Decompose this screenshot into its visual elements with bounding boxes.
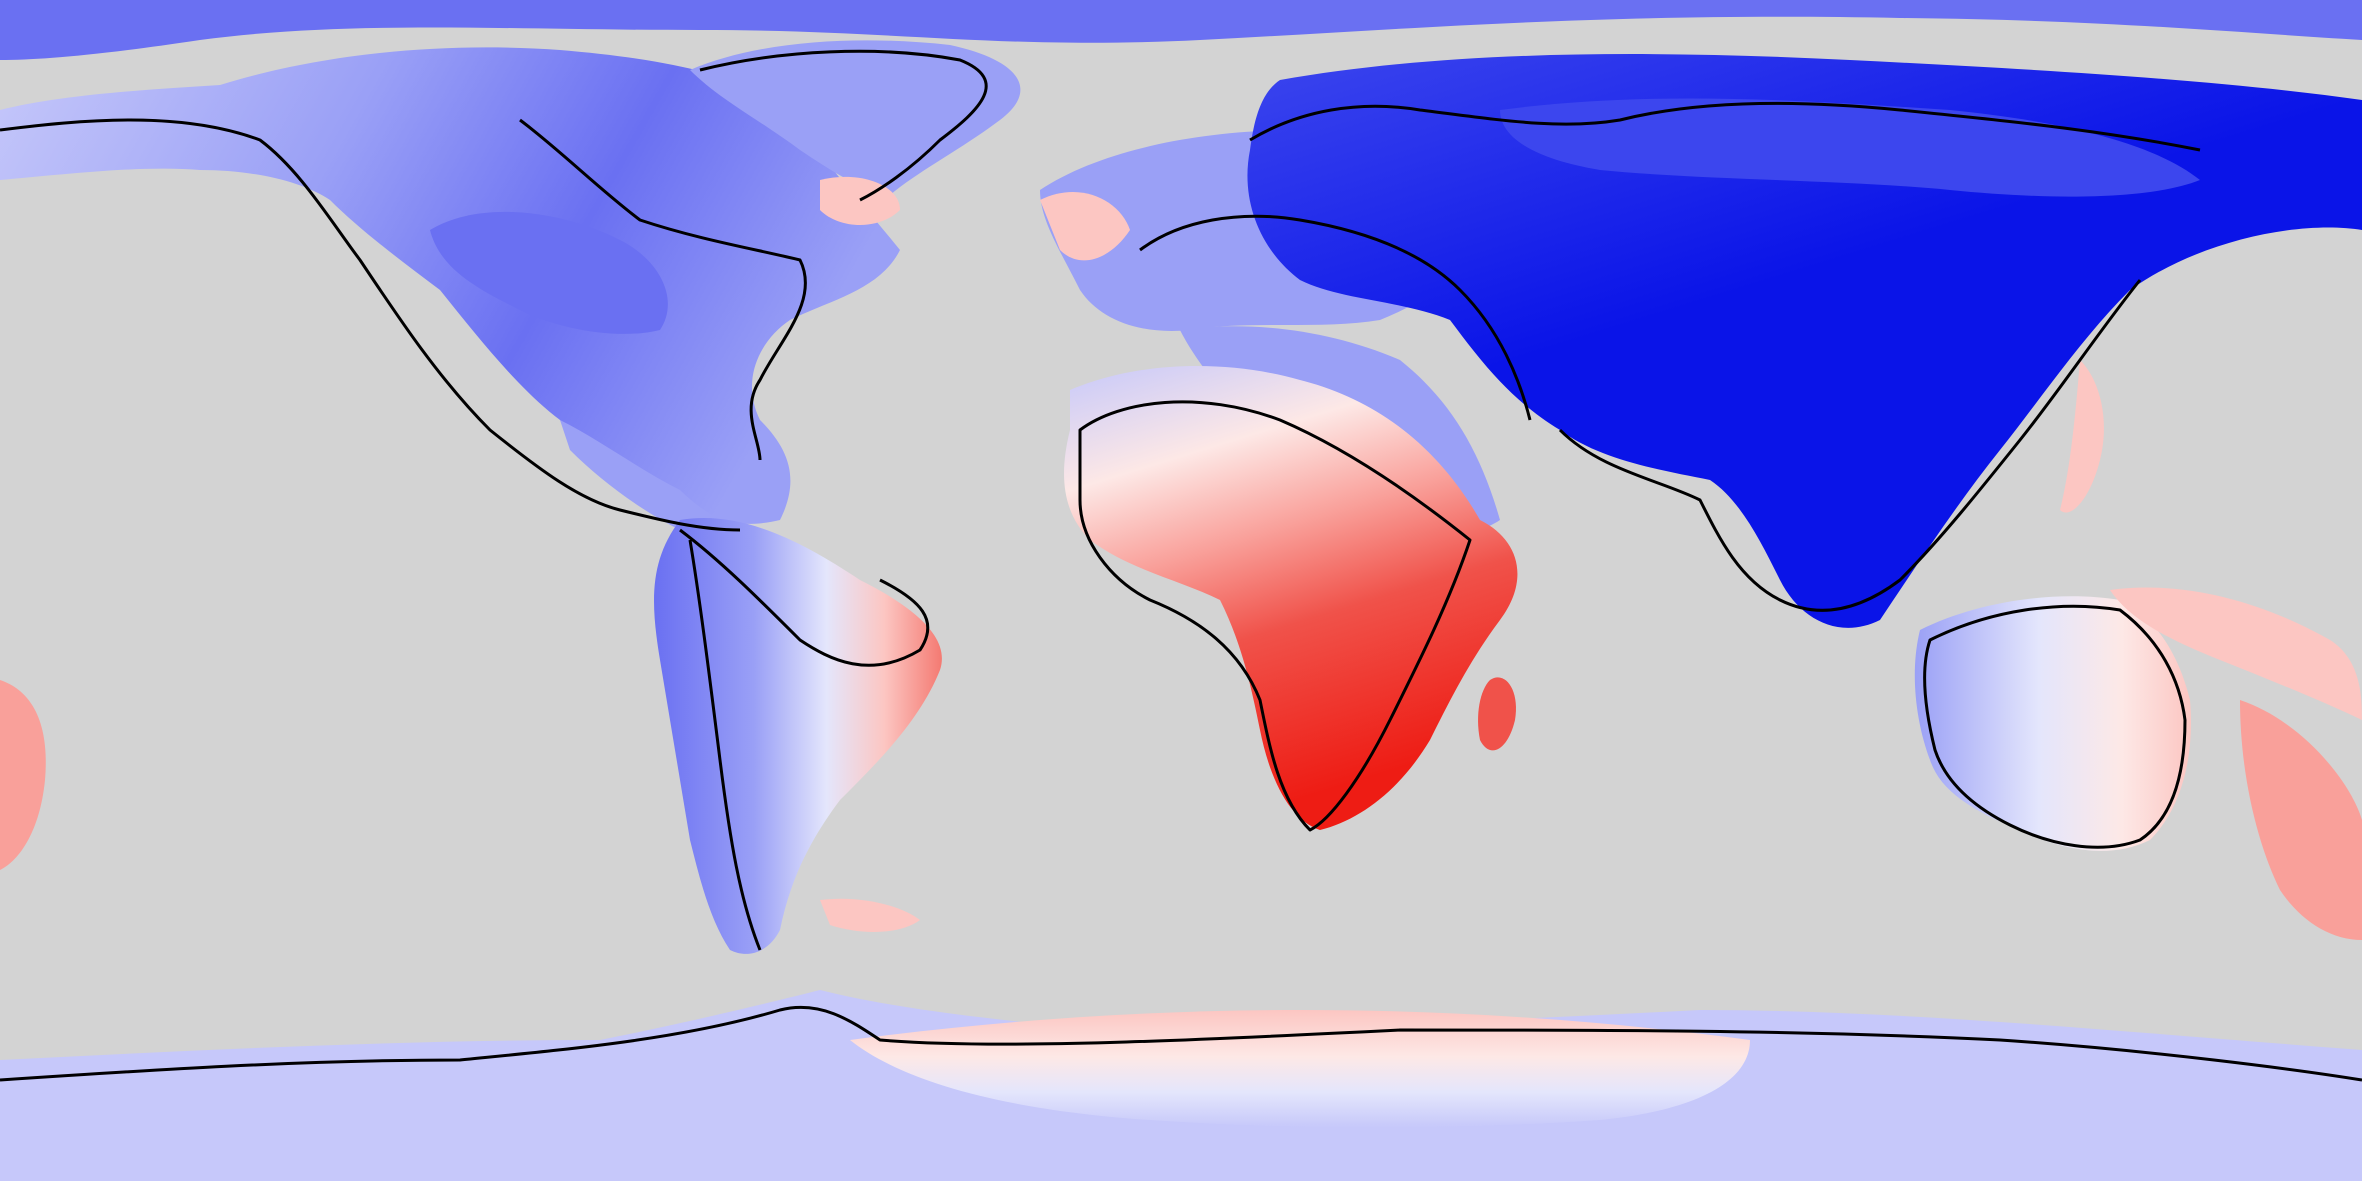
north-america-core [430, 211, 668, 334]
madagascar [1478, 677, 1516, 751]
coastline-africa [1078, 400, 1472, 832]
coastline-north-america-west [0, 118, 741, 532]
south-america [654, 518, 942, 954]
western-europe-positive [1040, 191, 1130, 261]
arctic-band [0, 0, 2362, 60]
coastline-australia [1923, 604, 2187, 849]
coastline-south-america [679, 528, 930, 951]
east-antarctica [850, 1010, 1750, 1128]
coastline-antarctica [0, 1005, 2362, 1082]
north-america [0, 47, 900, 524]
coastline-north-america-east [519, 118, 807, 461]
africa [1064, 366, 1518, 830]
australia [1914, 596, 2191, 851]
central-america [560, 420, 740, 538]
new-zealand [2240, 700, 2362, 940]
coastline-mediterranean [1139, 214, 1532, 421]
coastline-northern-eurasia [1249, 101, 2201, 152]
coastlines [0, 49, 2362, 1082]
pacific-west-patch [0, 680, 46, 870]
coastline-greenland [699, 49, 988, 202]
falklands-patch [820, 898, 920, 932]
japan-arc [2060, 360, 2104, 513]
new-guinea [2110, 587, 2362, 720]
greenland [690, 40, 1021, 196]
asia [1247, 54, 2362, 628]
coastline-south-asia [1558, 279, 2142, 612]
